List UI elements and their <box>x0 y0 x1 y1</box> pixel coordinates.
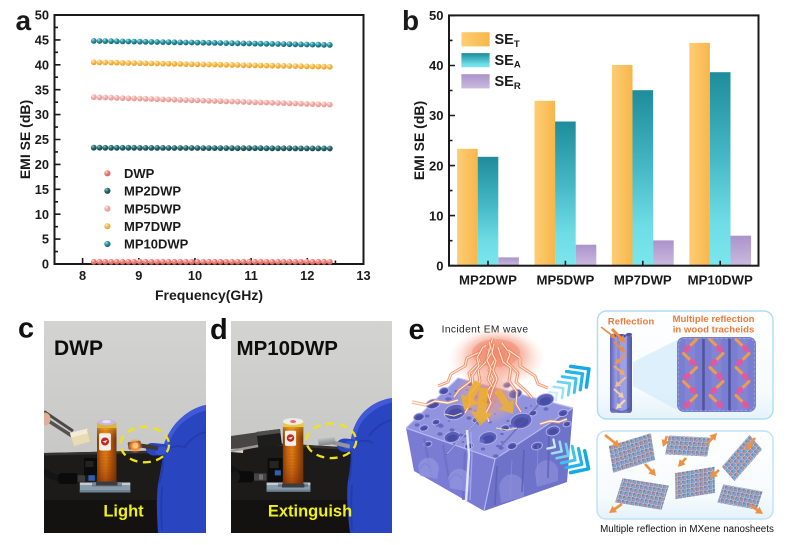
svg-text:50: 50 <box>429 8 443 23</box>
svg-text:50: 50 <box>35 8 49 23</box>
svg-text:SET: SET <box>495 32 520 50</box>
svg-text:MP2DWP: MP2DWP <box>124 184 181 199</box>
svg-text:30: 30 <box>429 108 443 123</box>
svg-text:10: 10 <box>429 208 443 223</box>
svg-text:8: 8 <box>79 268 86 283</box>
svg-text:e: e <box>409 314 425 346</box>
svg-text:0: 0 <box>42 257 49 272</box>
svg-text:15: 15 <box>35 182 49 197</box>
svg-text:9: 9 <box>135 268 142 283</box>
svg-text:13: 13 <box>356 268 370 283</box>
svg-text:20: 20 <box>35 157 49 172</box>
svg-text:in wood tracheids: in wood tracheids <box>673 325 755 336</box>
svg-text:Light: Light <box>103 503 144 521</box>
svg-text:DWP: DWP <box>54 337 103 360</box>
svg-text:a: a <box>16 5 32 36</box>
svg-text:EMI SE (dB): EMI SE (dB) <box>411 101 427 180</box>
svg-text:35: 35 <box>35 82 49 97</box>
svg-text:MP10DWP: MP10DWP <box>124 237 189 252</box>
svg-text:SEA: SEA <box>495 53 521 71</box>
svg-text:MP7DWP: MP7DWP <box>124 219 181 234</box>
svg-text:25: 25 <box>35 132 49 147</box>
svg-text:10: 10 <box>188 268 202 283</box>
svg-text:MP7DWP: MP7DWP <box>614 273 672 288</box>
svg-text:SER: SER <box>495 74 521 92</box>
svg-text:Multiple reflection: Multiple reflection <box>672 314 754 325</box>
svg-text:d: d <box>210 314 228 346</box>
svg-text:MP5DWP: MP5DWP <box>124 201 181 216</box>
svg-text:40: 40 <box>429 58 443 73</box>
svg-text:c: c <box>18 313 34 345</box>
svg-text:11: 11 <box>244 268 258 283</box>
svg-text:EMI SE (dB): EMI SE (dB) <box>17 100 33 179</box>
svg-text:MP10DWP: MP10DWP <box>688 273 753 288</box>
svg-text:45: 45 <box>35 33 49 48</box>
svg-text:20: 20 <box>429 158 443 173</box>
svg-text:5: 5 <box>42 232 49 247</box>
svg-text:MP2DWP: MP2DWP <box>459 273 517 288</box>
svg-text:10: 10 <box>35 207 49 222</box>
svg-text:12: 12 <box>300 268 314 283</box>
svg-text:MP5DWP: MP5DWP <box>536 273 594 288</box>
svg-text:Reflection: Reflection <box>608 317 655 328</box>
svg-text:b: b <box>402 5 419 36</box>
svg-text:Multiple reflection in MXene n: Multiple reflection in MXene nanosheets <box>600 524 774 535</box>
svg-text:30: 30 <box>35 107 49 122</box>
svg-text:MP10DWP: MP10DWP <box>237 337 338 360</box>
svg-text:DWP: DWP <box>124 166 155 181</box>
svg-text:40: 40 <box>35 57 49 72</box>
svg-text:Extinguish: Extinguish <box>268 503 352 521</box>
svg-text:0: 0 <box>436 258 443 273</box>
svg-text:Frequency(GHz): Frequency(GHz) <box>155 287 263 303</box>
